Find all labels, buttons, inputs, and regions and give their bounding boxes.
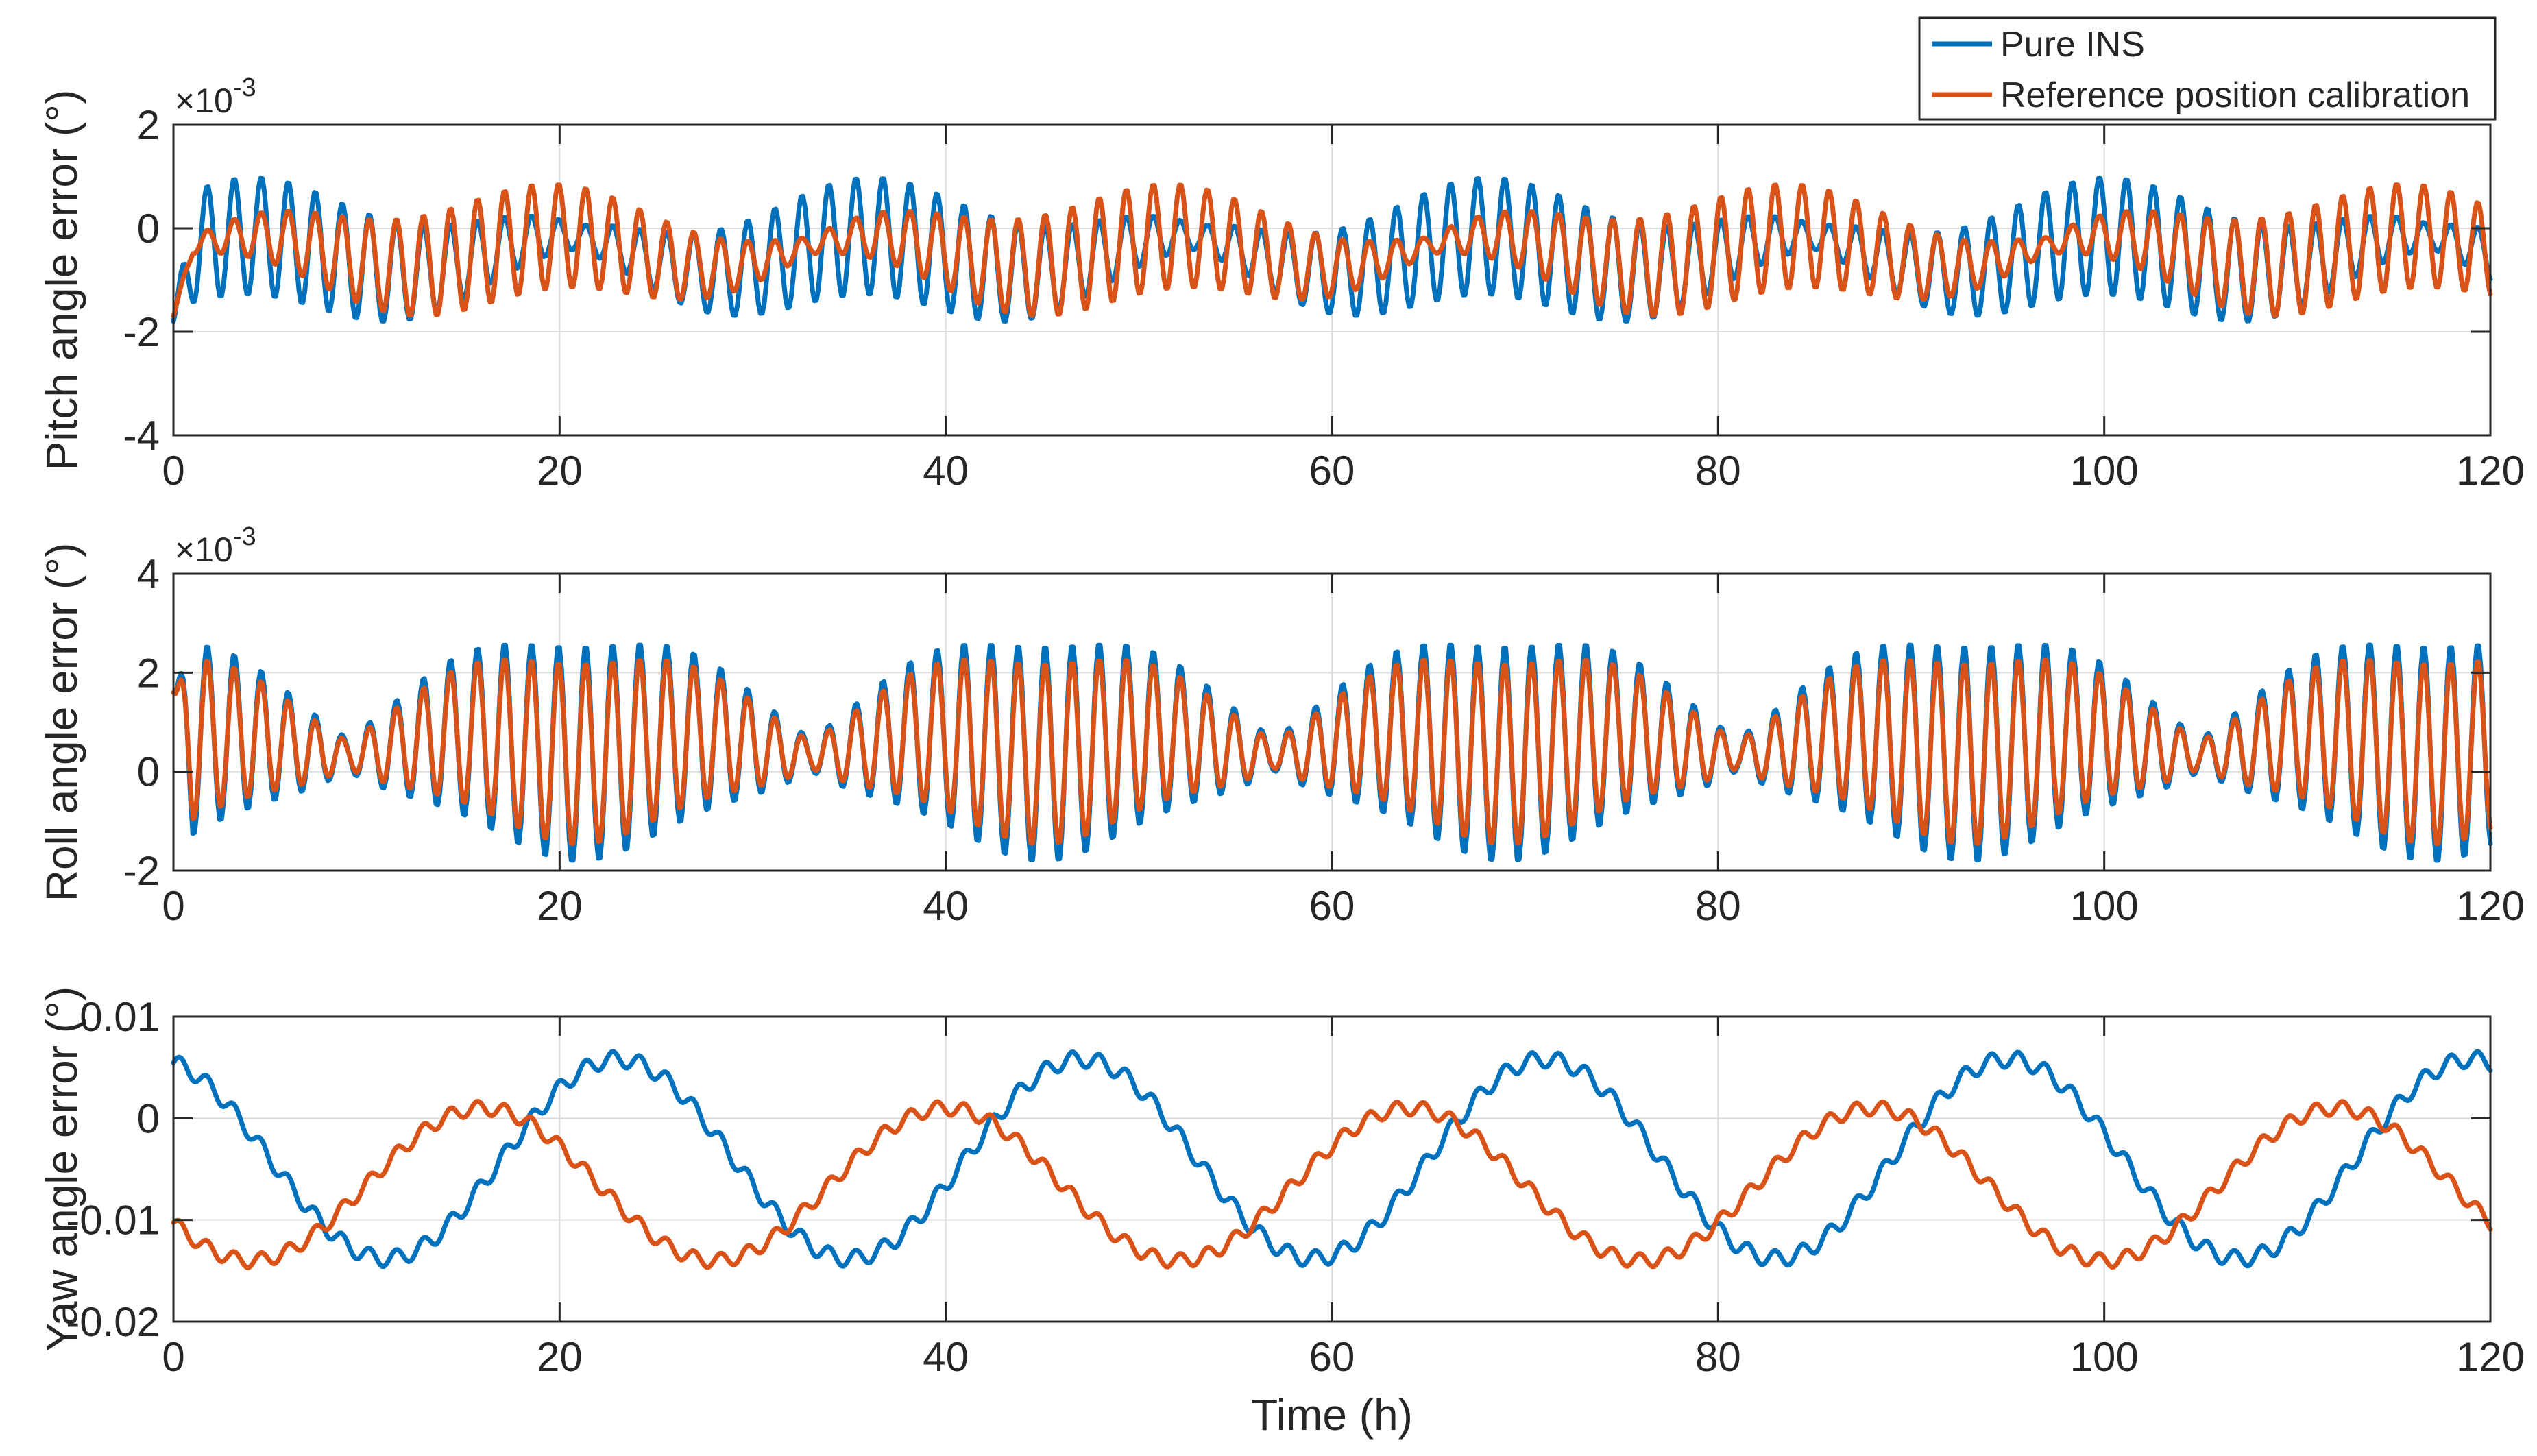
y-tick-label: 0 [137,1095,160,1141]
x-tick-label: 80 [1695,1334,1741,1380]
x-tick-label: 40 [923,448,969,494]
pitch-series-pure-ins [171,175,2493,324]
y-tick-label: -2 [123,848,160,894]
x-axis-label-time: Time (h) [1251,1390,1413,1440]
y-tick-label: -0.02 [66,1299,160,1345]
y-tick-label: 2 [137,650,160,696]
pitch-y-axis-label: Pitch angle error (°) [37,90,86,471]
y-tick-label: 0.01 [80,994,160,1040]
x-tick-label: 20 [537,883,583,929]
y-tick-label: 0 [137,206,160,252]
pitch-subplot: 0 20 40 60 80 100 120 -4 -2 0 2 Pitch angle error … [37,73,2525,494]
x-tick-label: 100 [2070,1334,2139,1380]
x-tick-label: 120 [2456,883,2525,929]
x-tick-label: 0 [162,883,184,929]
yaw-series-reference-position-calibration [171,1099,2493,1270]
x-tick-label: 100 [2070,448,2139,494]
x-tick-label: 0 [162,1334,184,1380]
legend-label-pure-ins: Pure INS [2000,25,2145,64]
pitch-y-multiplier: ×10-3 [175,73,256,120]
roll-y-axis-label: Roll angle error (°) [37,543,86,902]
x-tick-label: 40 [923,1334,969,1380]
y-tick-label: -2 [123,309,160,355]
legend-box [1918,16,2497,121]
pitch-plot-area [171,175,2493,324]
y-tick-label: -0.01 [66,1198,160,1243]
yaw-y-axis-label: Yaw angle error (°) [37,986,86,1352]
yaw-subplot: 0 20 40 60 80 100 120 -0.02 -0.01 0 0.01 Yaw angle… [37,986,2525,1440]
x-tick-label: 0 [162,448,184,494]
x-tick-label: 20 [537,448,583,494]
y-tick-label: 0 [137,749,160,795]
legend: Pure INS Reference position calibration [1918,16,2497,121]
yaw-plot-area [171,1049,2493,1270]
x-tick-label: 120 [2456,448,2525,494]
roll-series-reference-position-calibration [171,657,2493,846]
legend-label-reference-position-calibration: Reference position calibration [2000,75,2470,115]
y-tick-label: 2 [137,102,160,148]
x-tick-label: 60 [1309,883,1355,929]
x-tick-label: 120 [2456,1334,2525,1380]
x-tick-label: 40 [923,883,969,929]
yaw-ticks: 0 20 40 60 80 100 120 -0.02 -0.01 0 0.01 [66,994,2525,1380]
pitch-ticks: 0 20 40 60 80 100 120 -4 -2 0 2 [123,102,2525,494]
roll-plot-area [171,642,2493,863]
x-tick-label: 100 [2070,883,2139,929]
x-tick-label: 80 [1695,883,1741,929]
y-tick-label: 4 [137,551,160,597]
x-tick-label: 60 [1309,1334,1355,1380]
y-tick-label: -4 [123,413,160,459]
roll-y-multiplier: ×10-3 [175,522,256,569]
yaw-series-pure-ins [171,1049,2493,1270]
pitch-series-reference-position-calibration [171,182,2493,319]
x-tick-label: 80 [1695,448,1741,494]
x-tick-label: 60 [1309,448,1355,494]
x-tick-label: 20 [537,1334,583,1380]
